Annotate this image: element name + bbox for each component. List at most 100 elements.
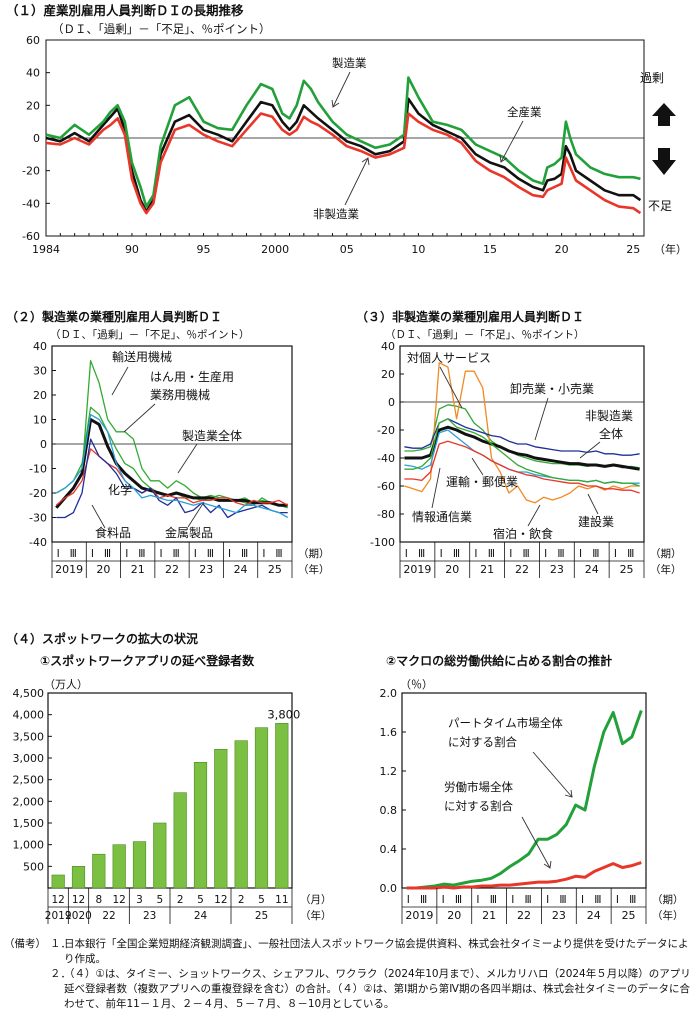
p4-month-label: 12 [214,894,227,906]
p2-quarter-label: Ⅲ [207,548,214,560]
p4-year-label: 25 [255,910,268,922]
p3-quarter-label: Ⅰ [544,548,547,560]
p4-month-label: 12 [112,894,125,906]
p5-quarter-label: Ⅰ [616,894,619,906]
p4-unit-m: （月） [300,894,332,906]
p3-series-5 [404,418,640,487]
p3-quarter-label: Ⅲ [418,548,425,560]
p2-quarter-label: Ⅰ [159,548,162,560]
p4-month-label: 2 [238,894,245,906]
p5-year-label: 22 [517,909,531,922]
p4-bar [92,853,106,889]
p2-series-4 [56,438,288,519]
p5-year-label: 2019 [405,909,433,922]
p2-label-chem: 化学 [108,482,132,497]
p5-quarter-label: Ⅲ [525,894,532,906]
p3-ytick-label: -100 [370,536,395,549]
p5-quarter-label: Ⅰ [546,894,549,906]
p4-ytick-label: 2,500 [13,774,45,787]
p1-series-mfg [45,76,641,208]
p2-pointer [187,501,205,528]
p4-bar [71,865,86,889]
p5-ytick-label: 0.4 [380,843,398,856]
p2-unit-y: （年） [298,563,330,576]
p2-pointer [111,366,129,396]
p4-bar [214,748,228,889]
p1-xtick-label: 10 [411,243,425,256]
p3-subtitle: （ＤＩ、「過剰」－「不足」、％ポイント） [385,329,585,341]
p2-ytick-label: -10 [29,463,47,476]
p2-quarter-label: Ⅲ [172,548,179,560]
note-number-1: １． [50,938,71,950]
p4-ytick-label: 4,500 [13,687,45,700]
notes: （備考） １． 日本銀行「全国企業短期経済観測調査」、一般社団法人スポットワーク… [4,937,694,1012]
p5-quarter-label: Ⅰ [476,894,479,906]
p5-year-label: 24 [587,909,601,922]
p4-month-label: 11 [275,894,288,906]
p5-ytick-label: 1.6 [380,726,398,739]
p2-series-5 [55,413,289,519]
p3-pointer [587,493,599,515]
p4-month-label: 8 [95,894,102,906]
figure-canvas: （１）産業別雇用人員判断ＤＩの長期推移 （ＤＩ、「過剰」－「不足」、％ポイント）… [6,3,687,924]
p5-label-total2: に対する割合 [444,799,513,813]
p3-pointer [527,504,541,527]
note-row-1: （備考） １． 日本銀行「全国企業短期経済観測調査」、一般社団法人スポットワーク… [4,937,694,967]
p5-ytick-label: 2.0 [380,687,398,700]
p1-label-mfg: 製造業 [332,56,367,70]
p1-xtick-label: 95 [197,243,211,256]
p2-pointers [91,366,205,529]
p5-quarter-label: Ⅰ [407,894,410,906]
p1-xtick-label: 1984 [32,243,60,256]
p4-year-label: 22 [102,910,115,922]
p4-ytick-label: 1,500 [13,817,45,830]
p1-label-all: 全産業 [507,105,542,119]
p4-ytick-label: 2,000 [13,795,45,808]
p3-label-hotel: 宿泊・飲食 [493,526,553,541]
p2-year-label: 2019 [55,563,83,576]
p3-quarter-label: Ⅰ [405,548,408,560]
p4-bar [132,841,147,889]
p2-pointer [91,504,106,529]
p3-quarter-label: Ⅲ [592,548,599,560]
p2-series-0 [55,360,288,509]
p2-title: （２）製造業の業種別雇用人員判断ＤＩ [6,309,222,324]
p2-year-label: 20 [96,563,110,576]
p3-ytick-label: 40 [381,340,395,353]
p3-ytick-label: -60 [377,480,395,493]
p5-pointer [532,751,573,798]
p3-ytick-label: -20 [377,424,395,437]
p2-subtitle: （ＤＩ、「過剰」－「不足」、％ポイント） [50,329,250,341]
p2-quarter-label: Ⅰ [125,548,128,560]
p3-unit-q: （期） [650,548,682,560]
p1-ytick-label: -40 [22,197,40,210]
p5-ytick-label: 0.8 [380,804,398,817]
p3-label-total2: 全体 [599,426,623,441]
p3-year-label: 20 [445,563,459,576]
p4-bar [234,740,248,889]
p3-quarter-label: Ⅲ [523,548,530,560]
p3-pointer [579,441,601,459]
p4-bar [275,722,289,889]
p1-xtick-label: 90 [125,243,139,256]
p1-xtick-label: 20 [555,243,569,256]
p4-bar [51,874,65,889]
p4-bar [153,822,167,889]
p2-ytick-label: -30 [29,512,47,525]
p2-quarter-label: Ⅲ [138,548,145,560]
p5-quarter-label: Ⅰ [442,894,445,906]
p3-quarter-label: Ⅰ [579,548,582,560]
p3-ytick-label: -80 [377,508,395,521]
p5-quarter-label: Ⅲ [629,894,636,906]
p2-quarter-label: Ⅲ [70,548,77,560]
p3-series-6 [404,440,640,494]
p2-ytick-label: 30 [33,365,47,378]
p3-year-label: 2019 [403,563,431,576]
p1-xtick-label: 25 [626,243,640,256]
p4-year-label: 2020 [65,910,92,922]
p2-ytick-label: -20 [29,487,47,500]
p4-month-label: 5 [258,894,265,906]
p1-side-down: 不足 [648,199,672,213]
